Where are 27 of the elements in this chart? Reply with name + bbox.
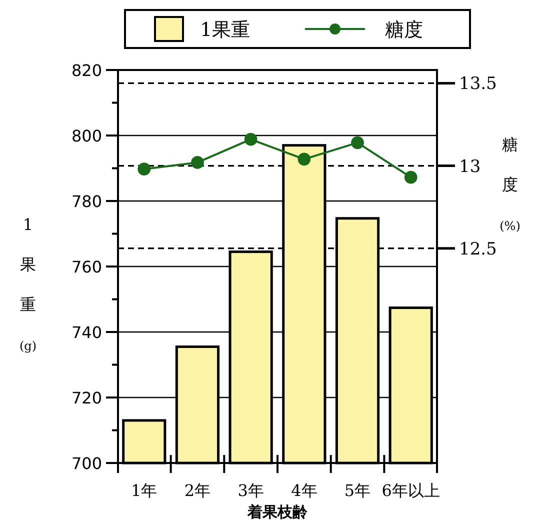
x-tick-label: 5年 — [344, 481, 371, 500]
y2-tick-label: 13.5 — [459, 74, 497, 94]
point — [404, 170, 418, 184]
y-tick-label: 800 — [71, 126, 102, 146]
point — [191, 156, 204, 169]
x-tick-label: 1年 — [131, 481, 158, 500]
x-tick-label: 6年以上 — [382, 481, 440, 500]
x-axis-title: 着果枝齢 — [246, 503, 308, 521]
y-tick-label: 720 — [71, 388, 102, 408]
y-tick-label: 740 — [71, 323, 102, 342]
point — [351, 136, 364, 150]
legend-label: 1果重 — [200, 19, 250, 41]
point — [138, 162, 151, 176]
y-tick-label: 820 — [71, 61, 102, 80]
x-tick-label: 2年 — [184, 481, 211, 500]
legend-label: 糖度 — [385, 19, 423, 41]
y2-tick-label: 13 — [459, 156, 481, 177]
y2-tick-label: 12.5 — [459, 239, 497, 260]
y-tick-label: 760 — [71, 258, 102, 276]
text: 1果重(g) — [19, 215, 37, 353]
point — [244, 132, 258, 146]
text: 糖度(%) — [500, 135, 520, 233]
point — [298, 152, 311, 166]
x-tick-label: 4年 — [291, 481, 318, 500]
x-tick-label: 3年 — [238, 481, 264, 500]
y-tick-label: 700 — [71, 454, 102, 473]
y-tick-label: 780 — [71, 192, 102, 211]
